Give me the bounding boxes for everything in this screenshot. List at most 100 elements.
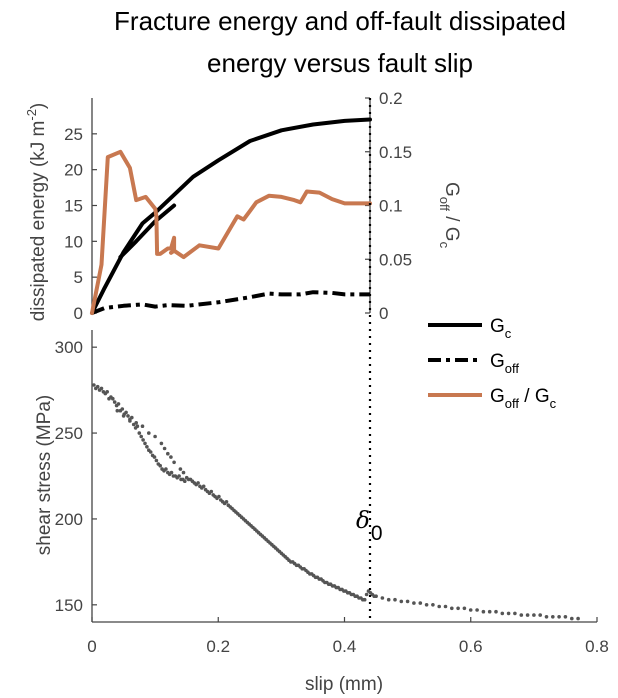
bottom-x-tick-label: 0.6 [459,637,483,656]
stress-point [393,597,397,602]
bottom-points [92,383,580,621]
stress-point [147,431,151,435]
stress-point [177,474,181,478]
top-left-tick-label: 10 [64,232,83,251]
stress-point [111,396,115,401]
stress-point [456,606,460,611]
stress-point [153,434,157,439]
stress-point [500,611,505,616]
bottom-y-tick-label: 250 [55,424,83,443]
stress-point [538,613,542,617]
stress-point [386,597,391,602]
chart-title-line-2: energy versus fault slip [207,48,473,78]
top-ylabel: dissipated energy (kJ m-2) [24,103,49,322]
stress-point [92,383,96,387]
stress-point [158,463,162,468]
bottom-x-tick-label: 0.8 [585,637,609,656]
stress-point [148,450,153,454]
stress-point [164,467,168,471]
top-y2label: Goff / Gc [437,182,462,249]
stress-point [424,603,429,607]
legend-label-goff: Goff [490,351,519,376]
top-left-tick-label: 15 [64,197,83,216]
stress-point [112,400,117,404]
top-left-tick-label: 5 [74,268,83,287]
stress-point [209,489,214,494]
stress-point [551,615,555,619]
stress-point [121,414,126,418]
stress-point [513,611,517,616]
stress-point [525,613,530,617]
stress-point [418,601,423,605]
stress-point [159,441,164,446]
legend-label-ratio: Goff / Gc [490,386,557,411]
stress-point [145,445,149,449]
top-left-ticks: 0 5 10 15 20 25 [64,125,97,323]
series-line-2 [91,290,370,315]
stress-point [217,494,221,499]
stress-point [124,410,128,415]
stress-point [431,603,435,607]
stress-point [95,384,100,389]
bottom-x-tick-label: 0 [87,637,96,656]
stress-point [380,596,385,600]
bottom-x-tick-label: 0.4 [333,637,357,656]
stress-point [481,609,486,614]
top-series [90,117,372,315]
stress-point [162,446,167,451]
top-right-tick-label: 0.15 [379,143,412,162]
bottom-x-ticks: 0 0.2 0.4 0.6 0.8 [87,617,609,656]
stress-point [135,424,140,429]
bottom-y-tick-label: 150 [55,596,83,615]
top-panel: 0 5 10 15 20 25 0 0.05 0.1 0.15 0.2 dissipated en… [24,89,462,323]
stress-point [450,606,454,611]
stress-point [412,601,416,605]
stress-point [544,615,549,619]
stress-point [134,421,138,425]
series-line-0 [90,117,372,315]
stress-point [139,434,143,439]
stress-point [468,608,473,612]
top-right-ticks: 0 0.05 0.1 0.15 0.2 [365,89,412,323]
stress-point [374,594,378,598]
legend: Gc Goff Goff / Gc [428,316,557,411]
stress-point [437,604,442,609]
stress-point [557,615,561,619]
stress-point [169,455,173,459]
stress-point [105,390,109,394]
stress-point [532,613,536,617]
stress-point [166,451,170,456]
top-left-tick-label: 25 [64,125,83,144]
bottom-y-tick-label: 200 [55,510,83,529]
stress-point [140,424,145,429]
bottom-y-ticks: 150 200 250 300 [55,338,97,615]
stress-point [152,455,157,459]
stress-point [399,599,404,604]
stress-point [494,609,498,614]
stress-point [141,438,145,442]
stress-point [183,479,187,484]
top-left-tick-label: 0 [74,304,83,323]
chart-title-line-1: Fracture energy and off-fault dissipated [114,6,566,36]
stress-point [130,415,134,420]
top-right-tick-label: 0 [379,304,388,323]
stress-point [120,407,125,411]
stress-point [178,467,183,471]
stress-point [570,616,574,621]
stress-point [172,460,176,465]
stress-point [201,484,206,489]
stress-point [143,441,147,446]
stress-point [154,458,159,463]
stress-point [364,592,369,597]
stress-point [475,608,479,612]
stress-point [506,611,511,616]
stress-point [362,597,367,602]
series-line-1 [118,203,177,260]
top-right-tick-label: 0.1 [379,197,403,216]
stress-point [196,481,200,485]
stress-point [563,615,568,619]
stress-point [115,408,120,413]
legend-label-gc: Gc [490,316,512,341]
stress-point [224,500,229,504]
